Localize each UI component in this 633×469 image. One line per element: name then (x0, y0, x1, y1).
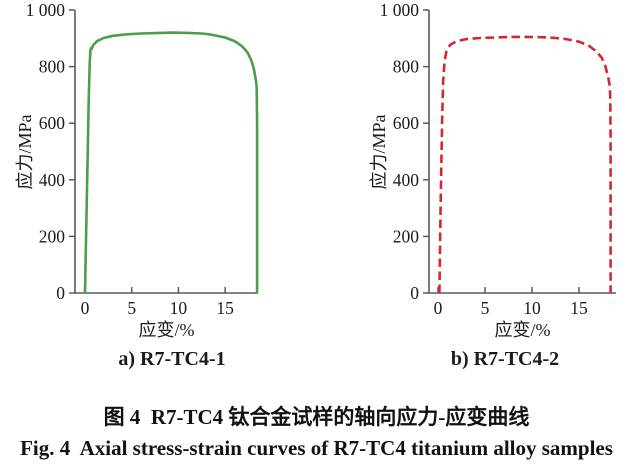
y-tick-label: 0 (410, 283, 419, 303)
x-tick-label: 5 (481, 298, 490, 318)
x-tick-label: 15 (570, 298, 588, 318)
y-tick-label: 600 (39, 113, 66, 133)
left-chart-r7-tc4-1: 0 200 400 600 800 1 000 0 5 10 15 应变/% 应力/MPa (15, 0, 259, 340)
y-tick-label: 1 000 (26, 0, 66, 20)
x-axis-label: 应变/% (495, 320, 551, 340)
stress-strain-curve-r7-tc4-1 (83, 31, 259, 294)
y-axis-label: 应力/MPa (15, 114, 35, 189)
x-tick-label: 15 (216, 298, 234, 318)
x-tick-label: 5 (127, 298, 136, 318)
axes (74, 10, 258, 294)
x-tick-label: 0 (81, 298, 90, 318)
y-tick-label: 1 000 (380, 0, 420, 20)
x-axis-label: 应变/% (139, 320, 195, 340)
y-tick-label: 200 (393, 226, 420, 246)
y-tick-label: 400 (39, 170, 66, 190)
y-tick-label: 600 (393, 113, 420, 133)
y-tick-label: 800 (39, 57, 66, 77)
x-tick-label: 10 (170, 298, 188, 318)
stress-strain-curve-r7-tc4-2 (438, 35, 612, 294)
y-tick-label: 400 (393, 170, 420, 190)
subcaption-a: a) R7-TC4-1 (118, 348, 226, 370)
y-tick-label: 0 (56, 283, 65, 303)
x-tick-label: 10 (523, 298, 541, 318)
figure-caption-chinese: 图 4 R7-TC4 钛合金试样的轴向应力-应变曲线 (103, 405, 530, 429)
subcaption-b: b) R7-TC4-2 (450, 348, 560, 370)
axes (428, 10, 616, 294)
figure-caption-english: Fig. 4 Axial stress-strain curves of R7-… (20, 436, 613, 460)
y-axis-label: 应力/MPa (369, 114, 389, 189)
y-tick-label: 800 (393, 57, 420, 77)
right-chart-r7-tc4-2: 0 200 400 600 800 1 000 0 5 10 15 应变/% 应力/MPa (369, 0, 616, 340)
y-tick-label: 200 (39, 226, 66, 246)
x-tick-label: 0 (434, 298, 443, 318)
